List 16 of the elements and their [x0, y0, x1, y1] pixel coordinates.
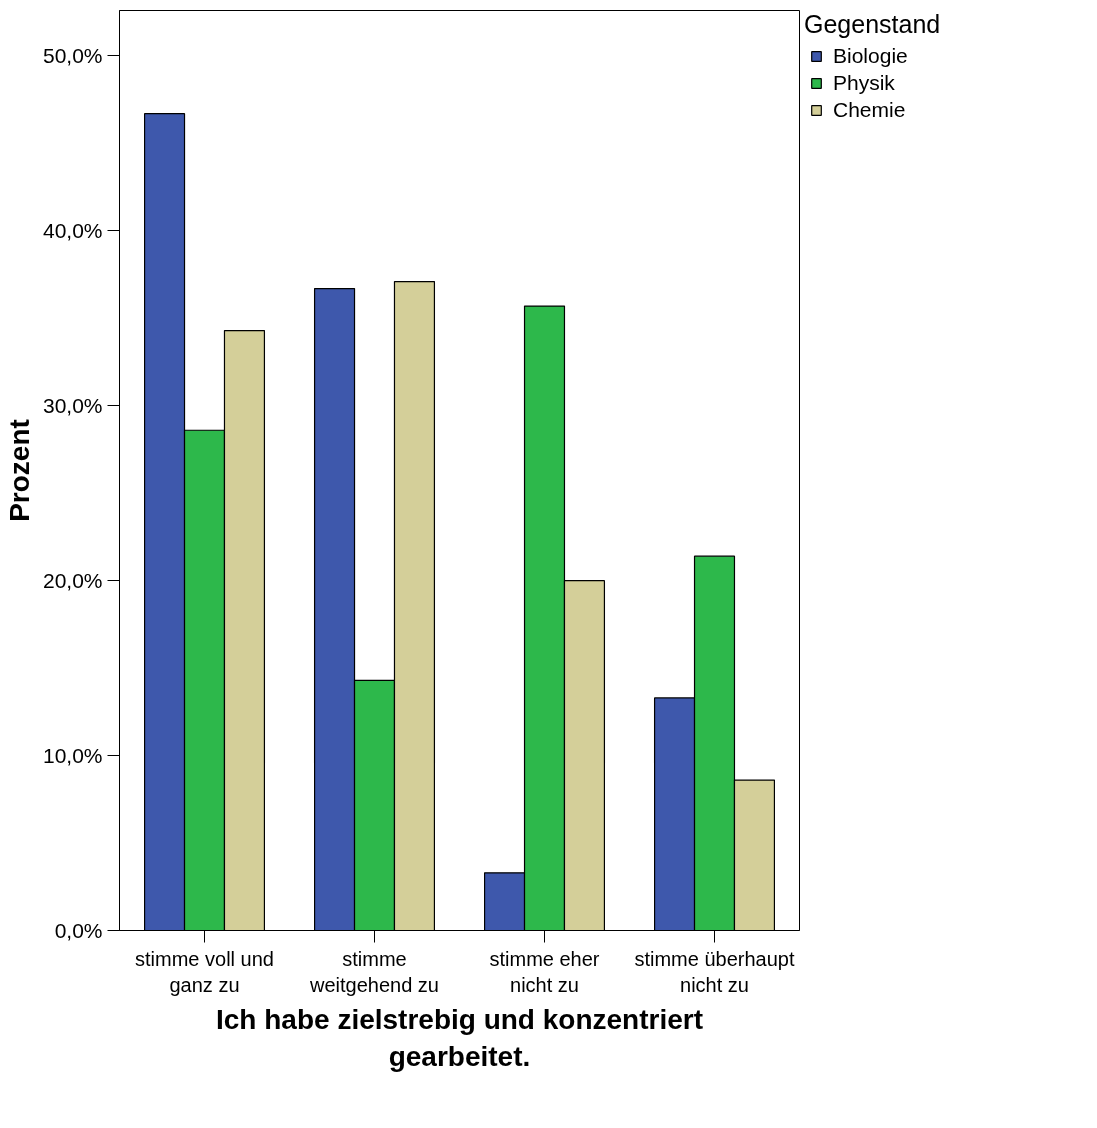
legend-label: Physik	[833, 71, 895, 95]
y-tick-label: 40,0%	[42, 219, 103, 243]
y-tick-label: 10,0%	[42, 744, 103, 768]
legend-label: Chemie	[833, 98, 906, 122]
y-tick-label: 20,0%	[42, 569, 103, 593]
y-axis-title: Prozent	[3, 419, 35, 522]
x-tick-label: stimme eher nicht zu	[489, 947, 600, 996]
y-tick-label: 50,0%	[42, 44, 103, 68]
x-axis-title: Ich habe zielstrebig und konzentriert gearbeitet.	[216, 1003, 703, 1073]
y-tick-label: 0,0%	[54, 919, 103, 942]
legend-title: Gegenstand	[804, 10, 941, 39]
x-tick-label: stimme weitgehend zu	[309, 947, 439, 996]
y-tick-label: 30,0%	[42, 394, 103, 418]
legend-label: Biologie	[833, 44, 908, 68]
x-tick-label: stimme voll und ganz zu	[135, 947, 274, 996]
x-tick-label: stimme überhaupt nicht zu	[634, 947, 795, 996]
